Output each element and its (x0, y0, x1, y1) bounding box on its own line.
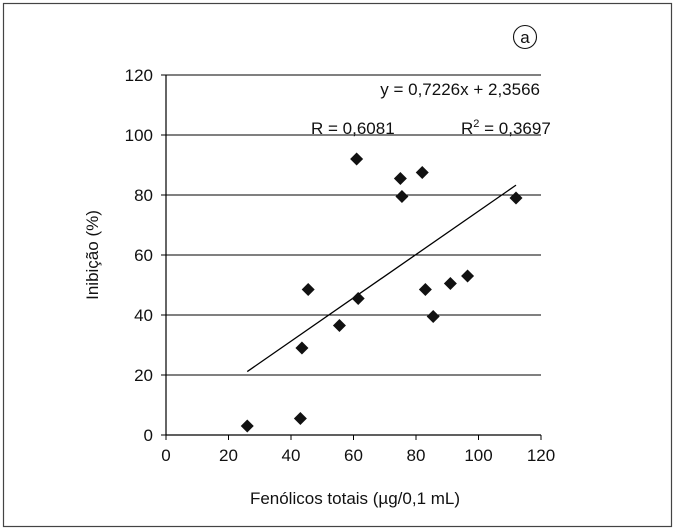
data-point (418, 283, 432, 296)
r2-label-prefix: R (461, 119, 473, 138)
equation-label: y = 0,7226x + 2,3566 (380, 80, 540, 99)
axes (161, 74, 542, 440)
y-tick-labels: 0 20 40 60 80 100 120 (125, 66, 153, 445)
y-tick-label: 120 (125, 66, 153, 85)
r-label: R = 0,6081 (311, 119, 395, 138)
x-tick-label: 120 (527, 446, 555, 465)
x-tick-label: 100 (464, 446, 492, 465)
y-tick-label: 80 (134, 186, 153, 205)
data-point (293, 412, 307, 425)
x-tick-label: 80 (407, 446, 426, 465)
data-point (301, 283, 315, 296)
data-points (240, 152, 523, 433)
data-point (393, 172, 407, 185)
data-point (240, 419, 254, 433)
data-point (426, 310, 440, 323)
panel-label: a (520, 28, 530, 47)
y-tick-label: 100 (125, 126, 153, 145)
x-axis-label: Fenólicos totais (µg/0,1 mL) (250, 489, 460, 508)
data-point (461, 269, 475, 283)
r2-label-superscript: 2 (473, 118, 479, 130)
data-point (509, 191, 523, 205)
x-tick-labels: 0 20 40 60 80 100 120 (161, 446, 555, 465)
data-point (351, 292, 365, 305)
gridlines (166, 74, 541, 376)
x-tick-label: 40 (282, 446, 301, 465)
data-point (332, 319, 346, 332)
y-tick-label: 20 (134, 366, 153, 385)
panel-label-group: a (512, 24, 538, 50)
y-axis-label: Inibição (%) (83, 210, 102, 300)
x-tick-label: 60 (344, 446, 363, 465)
x-tick-label: 0 (161, 446, 170, 465)
trendline-group (246, 184, 517, 373)
r2-label: R2 = 0,3697 (461, 118, 551, 138)
data-point (415, 166, 429, 179)
data-point (350, 152, 364, 166)
r2-label-value: = 0,3697 (479, 119, 550, 138)
y-tick-label: 40 (134, 306, 153, 325)
data-point (395, 190, 409, 203)
y-tick-label: 0 (144, 426, 153, 445)
x-tick-label: 20 (219, 446, 238, 465)
trendline (246, 184, 517, 373)
y-tick-label: 60 (134, 246, 153, 265)
data-point (443, 277, 457, 290)
plot-area: 0 20 40 60 80 100 120 0 20 40 60 80 100 120 (125, 66, 556, 465)
panel-label-circle (512, 24, 538, 50)
data-point (295, 341, 309, 355)
